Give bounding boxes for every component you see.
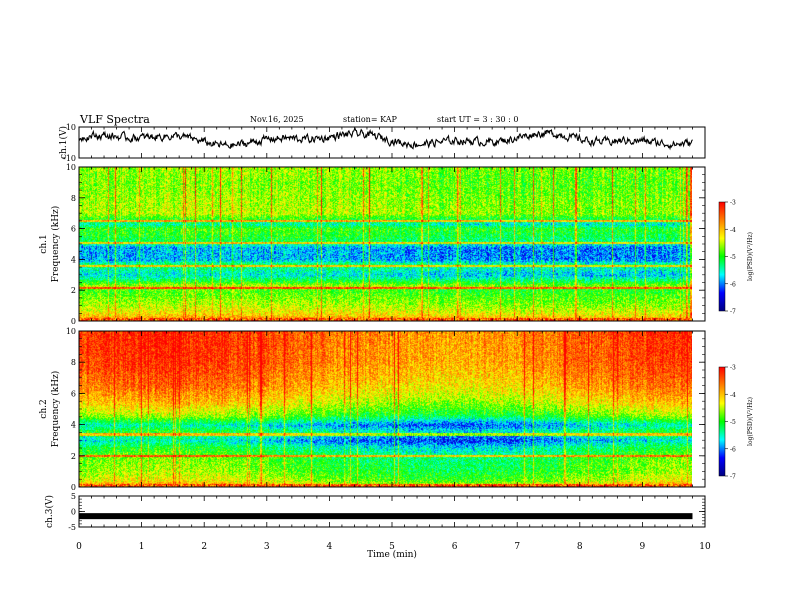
ch2-spectrogram-ylabel: ch.2 xyxy=(39,399,49,418)
x-tick-label: 2 xyxy=(201,542,207,552)
ch1-frequency-ylabel: Frequency (kHz) xyxy=(50,206,61,283)
ch3-waveform-ylabel: ch.3(V) xyxy=(44,495,55,528)
colorbar-tick-label: -6 xyxy=(730,446,736,453)
colorbar-tick-label: -5 xyxy=(730,419,736,426)
x-tick-label: 10 xyxy=(699,542,711,552)
ch1-spectrogram-ytick-label: 8 xyxy=(71,194,76,203)
date-label: Nov.16, 2025 xyxy=(250,115,304,124)
colorbar-2 xyxy=(718,366,726,477)
colorbar-tick-label: -4 xyxy=(730,227,736,234)
station-label: station= KAP xyxy=(343,115,397,124)
ch1-spectrogram-ytick-label: 2 xyxy=(71,286,76,295)
ch1-waveform-ytick-label: 10 xyxy=(66,123,76,132)
ch3-waveform-ytick-label: -5 xyxy=(68,523,76,532)
colorbar-label: log(PSD)(V²/Hz) xyxy=(747,232,754,281)
x-tick-label: 0 xyxy=(76,542,82,552)
ch1-spectrogram-ytick-label: 0 xyxy=(71,317,76,326)
ch2-spectrogram-ytick-label: 2 xyxy=(71,452,76,461)
x-tick-label: 6 xyxy=(452,542,458,552)
ch1-spectrogram-ytick-label: 4 xyxy=(71,255,76,264)
colorbar-tick-label: -5 xyxy=(730,254,736,261)
x-tick-label: 1 xyxy=(139,542,145,552)
ch2-frequency-ylabel: Frequency (kHz) xyxy=(50,371,61,448)
ch3-waveform-ytick-label: 5 xyxy=(71,492,76,501)
ch2-spectrogram-ytick-label: 8 xyxy=(71,358,76,367)
colorbar-tick-label: -3 xyxy=(730,365,736,372)
chart-title: VLF Spectra xyxy=(80,113,150,126)
colorbar-tick-label: -7 xyxy=(730,474,736,481)
ch2-spectrogram-ytick-label: 4 xyxy=(71,421,76,430)
ch1-spectrogram-image xyxy=(79,167,692,321)
x-tick-label: 3 xyxy=(264,542,270,552)
ch2-spectrogram-image xyxy=(79,331,692,487)
colorbar-1 xyxy=(718,201,726,312)
x-tick-label: 9 xyxy=(640,542,646,552)
x-axis-label: Time (min) xyxy=(367,549,417,560)
ch2-spectrogram-ytick-label: 6 xyxy=(71,389,76,398)
ch1-spectrogram-ylabel: ch.1 xyxy=(39,234,49,253)
x-tick-label: 4 xyxy=(327,542,333,552)
colorbar-tick-label: -6 xyxy=(730,281,736,288)
colorbar-tick-label: -7 xyxy=(730,309,736,316)
ch1-spectrogram-ytick-label: 10 xyxy=(66,163,76,172)
ch1-waveform-ylabel: ch.1(V) xyxy=(58,126,69,159)
x-tick-label: 7 xyxy=(514,542,520,552)
ch1-waveform-line xyxy=(78,127,693,151)
colorbar-tick-label: -3 xyxy=(730,200,736,207)
colorbar-label: log(PSD)(V²/Hz) xyxy=(747,397,754,446)
colorbar-tick-label: -4 xyxy=(730,392,736,399)
ch3-waveform-line xyxy=(79,513,693,520)
ch3-waveform-ytick-label: 0 xyxy=(71,508,76,517)
x-tick-label: 5 xyxy=(389,542,395,552)
ch1-waveform-ytick-label: -10 xyxy=(63,154,76,163)
ch1-spectrogram-ytick-label: 6 xyxy=(71,225,76,234)
ch2-spectrogram-ytick-label: 0 xyxy=(71,483,76,492)
start-time-label: start UT = 3 : 30 : 0 xyxy=(437,115,519,124)
x-tick-label: 8 xyxy=(577,542,583,552)
ch2-spectrogram-ytick-label: 10 xyxy=(66,327,76,336)
